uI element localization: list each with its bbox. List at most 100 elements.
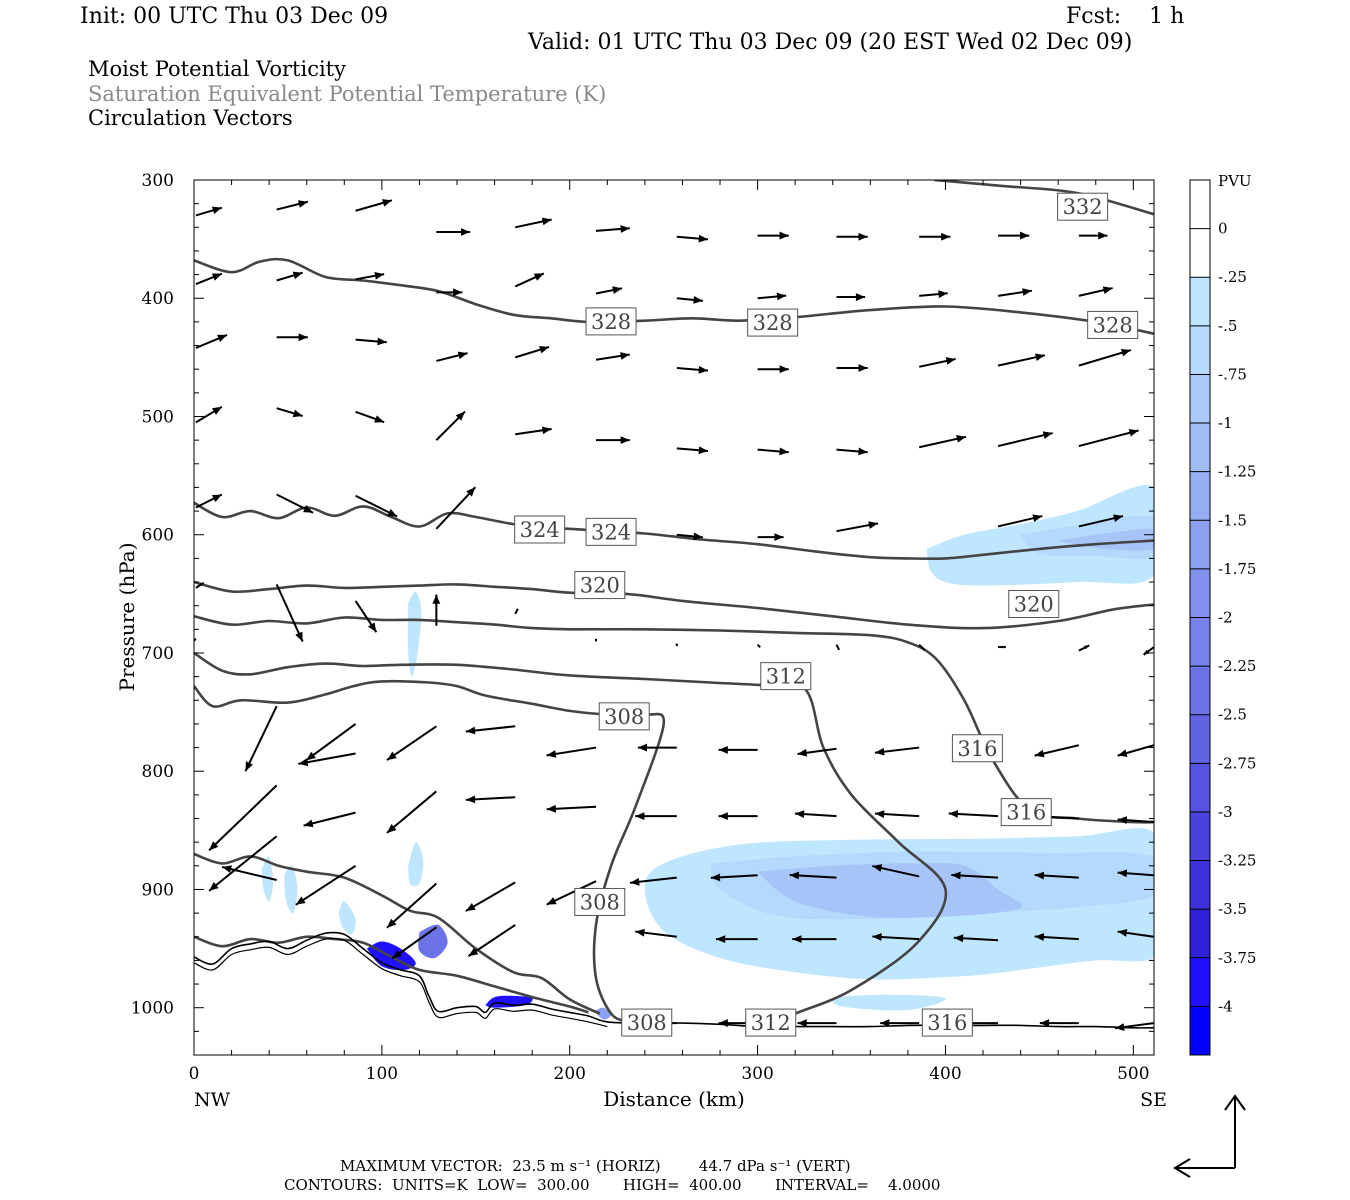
- vector-head: [292, 271, 303, 280]
- circulation-vector: [948, 810, 999, 818]
- circulation-vector: [355, 271, 385, 281]
- colorbar-segment: [1190, 666, 1210, 716]
- circulation-vector: [355, 494, 398, 518]
- circulation-vector: [1034, 871, 1079, 880]
- vector-head: [386, 751, 397, 761]
- vector-head: [211, 494, 222, 503]
- circulation-vector: [465, 881, 516, 912]
- colorbar-label: -2: [1218, 609, 1233, 627]
- colorbar-segment: [1190, 471, 1210, 521]
- colorbar-label: -3: [1218, 803, 1233, 821]
- circulation-vector: [595, 352, 630, 361]
- vector-head: [620, 225, 630, 233]
- vector-head: [199, 582, 204, 587]
- contour-label-box: [598, 702, 650, 731]
- y-tick-label: 700: [142, 644, 174, 664]
- circulation-vector: [676, 234, 709, 243]
- vector-head: [1117, 749, 1128, 757]
- colorbar-segment: [1190, 325, 1210, 375]
- circulation-vector: [391, 926, 437, 960]
- vector-head: [298, 758, 309, 767]
- colorbar-segment: [1190, 277, 1210, 327]
- circulation-vector: [797, 1019, 837, 1027]
- circulation-vector: [792, 935, 837, 944]
- circulation-vector: [836, 293, 866, 301]
- circulation-vector: [1078, 644, 1090, 652]
- colorbar-label: -1.75: [1218, 560, 1256, 578]
- circulation-vector: [1078, 231, 1108, 240]
- colorbar-segment: [1190, 1006, 1210, 1056]
- vector-head: [539, 345, 550, 354]
- vector-head: [546, 897, 557, 905]
- circulation-vector: [595, 225, 630, 233]
- circulation-vector: [195, 333, 228, 349]
- circulation-vector: [1034, 744, 1080, 758]
- contour-label: 324: [514, 515, 566, 544]
- vector-head: [1032, 514, 1043, 522]
- circulation-vector: [676, 446, 709, 455]
- vector-shaft: [386, 725, 437, 761]
- circulation-vector: [918, 643, 926, 651]
- vector-head: [392, 950, 402, 959]
- circulation-vector: [195, 581, 205, 589]
- vector-head: [872, 864, 883, 872]
- circulation-vector: [244, 705, 278, 772]
- contour-label-text: 320: [1014, 592, 1054, 616]
- contour-label-box: [585, 517, 637, 546]
- circulation-vector: [676, 365, 709, 374]
- x-tick-label: 100: [366, 1064, 398, 1084]
- circulation-vector: [874, 810, 920, 818]
- circulation-vector: [303, 811, 356, 828]
- vector-shaft: [435, 486, 477, 530]
- contour-label-box: [760, 662, 812, 691]
- theta-e-contour-320: [194, 580, 1154, 630]
- vector-shaft: [997, 432, 1053, 448]
- colorbar-label: -1: [1218, 414, 1233, 432]
- contour-label-text: 316: [1006, 801, 1046, 825]
- circulation-vector: [757, 533, 784, 541]
- circulation-vector: [836, 447, 868, 456]
- pv-region: [418, 924, 448, 959]
- vector-shaft: [1078, 429, 1139, 448]
- colorbar-segment: [1190, 180, 1210, 230]
- vector-head: [693, 532, 703, 541]
- contour-label: 312: [760, 662, 812, 691]
- y-tick-label: 1000: [131, 999, 174, 1019]
- contour-label-text: 316: [957, 737, 997, 761]
- contour-label: 316: [921, 1008, 973, 1037]
- circulation-vector: [872, 864, 920, 878]
- circulation-vector: [515, 217, 552, 229]
- circulation-vector: [1117, 929, 1154, 938]
- circulation-vector: [467, 924, 516, 957]
- colorbar-label: -2.75: [1218, 754, 1256, 772]
- colorbar-segment: [1190, 909, 1210, 959]
- vector-head: [797, 748, 808, 757]
- contour-label-text: 316: [927, 1011, 967, 1035]
- contour-label-box: [585, 307, 637, 336]
- colorbar-segment: [1190, 520, 1210, 570]
- field-title-pv: Moist Potential Vorticity: [88, 57, 346, 81]
- vector-head: [209, 882, 219, 891]
- vector-head: [432, 594, 441, 604]
- contour-label: 328: [747, 308, 799, 337]
- vector-head: [1117, 869, 1128, 878]
- reference-vector-icon: [1173, 1094, 1246, 1178]
- theta-e-contour-312: [194, 651, 948, 1025]
- vector-head: [1102, 286, 1113, 294]
- theta-e-contour-304: [194, 852, 601, 1015]
- circulation-vector: [354, 600, 378, 633]
- colorbar-unit: PVU: [1218, 172, 1252, 190]
- vector-head: [541, 426, 552, 435]
- contour-label: 332: [1057, 192, 1109, 221]
- contour-label-box: [747, 308, 799, 337]
- endpoint-left: NW: [194, 1089, 231, 1111]
- pv-colorbar: 0 -.25 -.5 -.75 -1 -1.25 -1.5 -1.75 -2 -2.25 -2.5 -…: [1189, 179, 1256, 1056]
- colorbar-segment: [1190, 374, 1210, 424]
- colorbar-label: -3.25: [1218, 852, 1256, 870]
- vector-head: [779, 365, 789, 374]
- x-tick-label: 400: [929, 1064, 961, 1084]
- contour-label-text: 320: [580, 574, 620, 598]
- contour-label: 312: [745, 1008, 797, 1037]
- y-tick-label: 500: [142, 407, 174, 427]
- vector-head: [374, 415, 385, 423]
